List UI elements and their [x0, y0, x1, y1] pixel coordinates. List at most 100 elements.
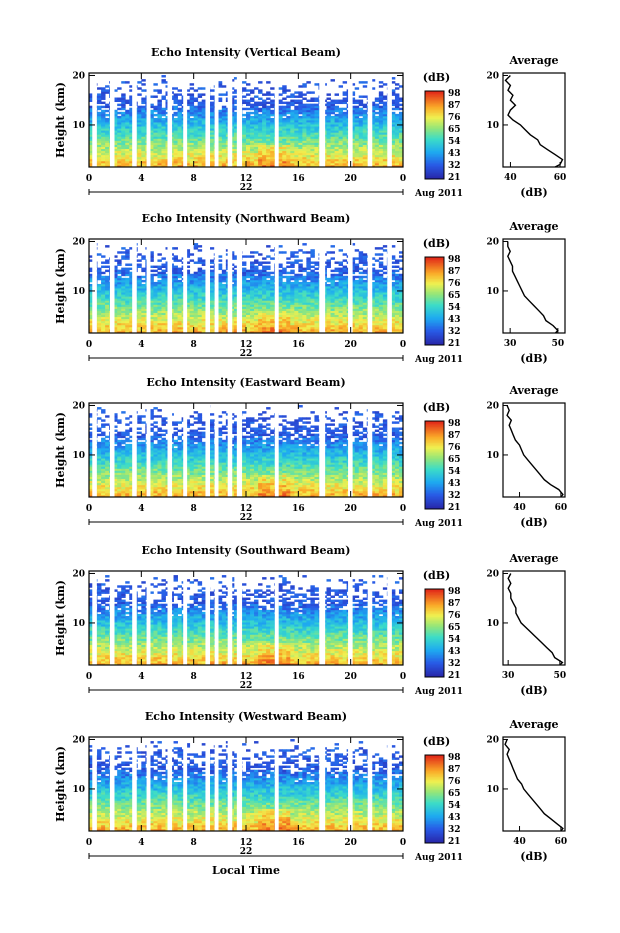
x-tick-label: 4	[138, 174, 144, 184]
average-y-tick-label: 10	[486, 785, 499, 795]
average-x-tick-label: 40	[513, 837, 526, 847]
y-tick-label: 20	[72, 401, 85, 411]
y-tick-label: 20	[72, 569, 85, 579]
colorbar-tick-label: 98	[448, 587, 461, 597]
x-axis-title: Local Time	[212, 864, 280, 877]
y-tick-label: 10	[72, 785, 85, 795]
x-tick-label: 0	[400, 174, 406, 184]
colorbar-tick-label: 98	[448, 255, 461, 265]
panel-title: Echo Intensity (Vertical Beam)	[151, 46, 341, 59]
average-y-tick-label: 20	[486, 237, 499, 247]
panel-title: Echo Intensity (Northward Beam)	[142, 212, 351, 225]
colorbar-tick-label: 21	[448, 837, 461, 847]
day-label: 22	[240, 513, 253, 523]
colorbar-tick-label: 98	[448, 419, 461, 429]
panel-4: Echo Intensity (Southward Beam)2010Heigh…	[54, 544, 566, 697]
panel-2: Echo Intensity (Northward Beam)2010Heigh…	[54, 212, 565, 365]
x-tick-label: 8	[191, 174, 197, 184]
colorbar	[425, 91, 444, 180]
average-y-tick-label: 20	[486, 569, 499, 579]
date-label: Aug 2011	[414, 687, 463, 697]
colorbar-tick-label: 76	[448, 443, 461, 453]
colorbar-tick-label: 98	[448, 753, 461, 763]
average-profile-line	[507, 406, 563, 498]
colorbar-tick-label: 76	[448, 279, 461, 289]
panel-title: Echo Intensity (Eastward Beam)	[146, 376, 345, 389]
date-label: Aug 2011	[414, 189, 463, 199]
average-title: Average	[508, 54, 558, 67]
x-tick-label: 20	[344, 174, 357, 184]
colorbar-tick-label: 87	[448, 599, 461, 609]
y-tick-label: 20	[72, 735, 85, 745]
colorbar-tick-label: 76	[448, 611, 461, 621]
colorbar-tick-label: 32	[448, 659, 461, 669]
colorbar-tick-label: 87	[448, 765, 461, 775]
colorbar-tick-label: 43	[448, 479, 461, 489]
y-tick-label: 10	[72, 287, 85, 297]
colorbar-tick-label: 54	[448, 303, 461, 313]
x-tick-label: 0	[400, 838, 406, 848]
panel-5: Echo Intensity (Westward Beam)2010Height…	[54, 710, 567, 877]
x-tick-label: 0	[86, 838, 92, 848]
day-label: 22	[240, 349, 253, 359]
x-tick-label: 0	[86, 672, 92, 682]
x-tick-label: 0	[86, 504, 92, 514]
heatmap-image	[89, 403, 403, 497]
day-label: 22	[240, 681, 253, 691]
y-axis-title: Height (km)	[54, 580, 67, 656]
x-tick-label: 16	[292, 672, 305, 682]
y-tick-label: 10	[72, 451, 85, 461]
x-tick-label: 20	[344, 838, 357, 848]
colorbar-tick-label: 87	[448, 431, 461, 441]
colorbar-tick-label: 65	[448, 789, 461, 799]
colorbar-tick-label: 76	[448, 777, 461, 787]
colorbar-tick-label: 98	[448, 89, 461, 99]
x-tick-label: 8	[191, 672, 197, 682]
colorbar-tick-label: 21	[448, 503, 461, 513]
y-tick-label: 20	[72, 71, 85, 81]
x-tick-label: 0	[86, 174, 92, 184]
heatmap-image	[89, 73, 403, 167]
colorbar-tick-label: 43	[448, 647, 461, 657]
y-tick-label: 20	[72, 237, 85, 247]
average-frame	[503, 737, 565, 831]
average-xlabel: (dB)	[520, 186, 547, 199]
colorbar-tick-label: 21	[448, 339, 461, 349]
x-tick-label: 20	[344, 672, 357, 682]
average-x-tick-label: 50	[554, 671, 567, 681]
y-axis-title: Height (km)	[54, 746, 67, 822]
average-title: Average	[508, 384, 558, 397]
x-tick-label: 16	[292, 174, 305, 184]
heatmap-image	[89, 737, 403, 831]
x-tick-label: 20	[344, 504, 357, 514]
average-y-tick-label: 20	[486, 735, 499, 745]
colorbar-tick-label: 76	[448, 113, 461, 123]
x-tick-label: 20	[344, 340, 357, 350]
colorbar-unit: (dB)	[423, 237, 450, 250]
colorbar-tick-label: 32	[448, 491, 461, 501]
colorbar-tick-label: 54	[448, 467, 461, 477]
x-tick-label: 0	[86, 340, 92, 350]
colorbar-tick-label: 87	[448, 267, 461, 277]
y-axis-title: Height (km)	[54, 82, 67, 158]
colorbar-unit: (dB)	[423, 569, 450, 582]
colorbar-tick-label: 43	[448, 149, 461, 159]
colorbar-tick-label: 54	[448, 137, 461, 147]
colorbar	[425, 257, 444, 346]
average-x-tick-label: 60	[555, 837, 568, 847]
average-x-tick-label: 60	[555, 503, 568, 513]
x-tick-label: 16	[292, 340, 305, 350]
x-tick-label: 4	[138, 838, 144, 848]
average-frame	[503, 403, 565, 497]
average-y-tick-label: 20	[486, 401, 499, 411]
colorbar-tick-label: 32	[448, 825, 461, 835]
average-xlabel: (dB)	[520, 684, 547, 697]
x-tick-label: 8	[191, 838, 197, 848]
heatmap-image	[89, 239, 403, 333]
x-tick-label: 8	[191, 340, 197, 350]
average-xlabel: (dB)	[520, 850, 547, 863]
colorbar-tick-label: 65	[448, 455, 461, 465]
average-title: Average	[508, 552, 558, 565]
x-tick-label: 4	[138, 340, 144, 350]
colorbar-tick-label: 65	[448, 125, 461, 135]
